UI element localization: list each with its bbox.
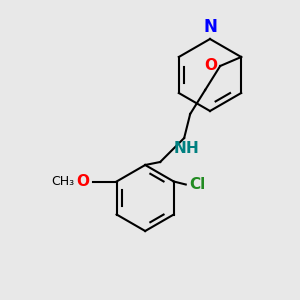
Text: N: N — [173, 141, 186, 156]
Text: CH₃: CH₃ — [52, 175, 75, 188]
Text: H: H — [185, 141, 198, 156]
Text: O: O — [204, 58, 217, 74]
Text: N: N — [203, 18, 217, 36]
Text: O: O — [76, 174, 90, 189]
Text: Cl: Cl — [189, 177, 205, 192]
